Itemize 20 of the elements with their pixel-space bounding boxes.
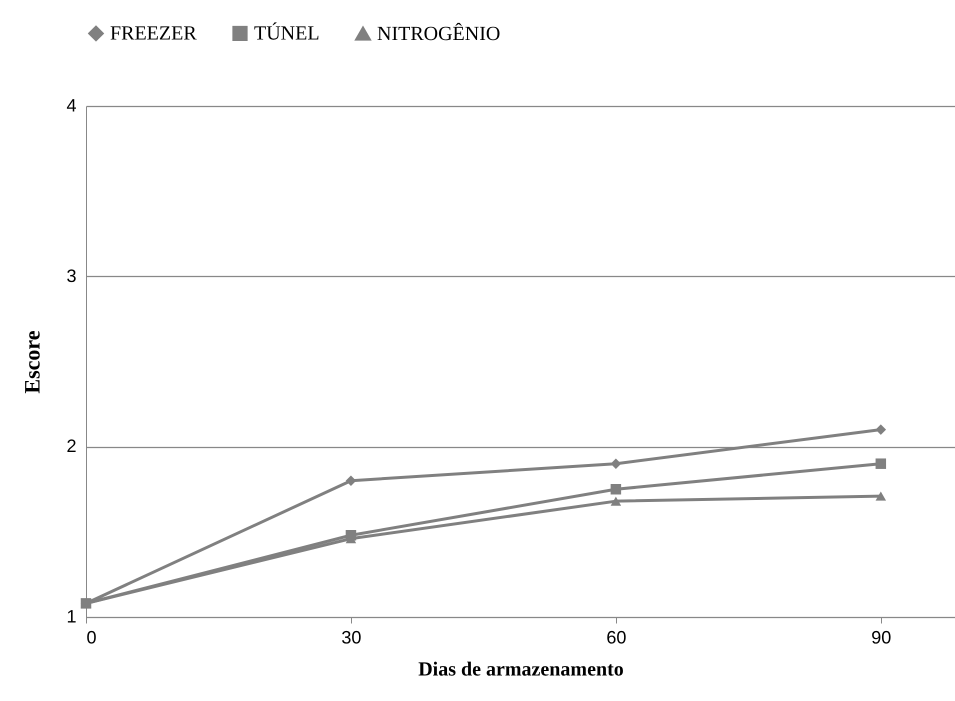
- x-tick-label: 0: [86, 628, 97, 648]
- x-axis-title: Dias de armazenamento: [418, 658, 624, 680]
- legend-label: TÚNEL: [254, 21, 320, 44]
- y-tick-label: 4: [66, 96, 76, 116]
- point: [610, 458, 622, 469]
- y-axis-title: Escore: [19, 330, 44, 394]
- y-tick-label: 1: [66, 606, 76, 626]
- x-tick-label: 60: [606, 628, 626, 648]
- y-tick-label: 3: [66, 266, 76, 286]
- point: [876, 492, 886, 501]
- point: [610, 496, 622, 506]
- x-tick-label: 90: [871, 628, 892, 648]
- x-tick-label: 30: [341, 628, 362, 648]
- legend-label: FREEZER: [110, 22, 198, 44]
- point: [876, 458, 886, 469]
- y-tick-label: 2: [66, 436, 76, 456]
- point: [346, 475, 356, 486]
- point: [610, 484, 622, 494]
- legend-label: NITROGÊNIO: [377, 22, 500, 45]
- point: [876, 424, 886, 435]
